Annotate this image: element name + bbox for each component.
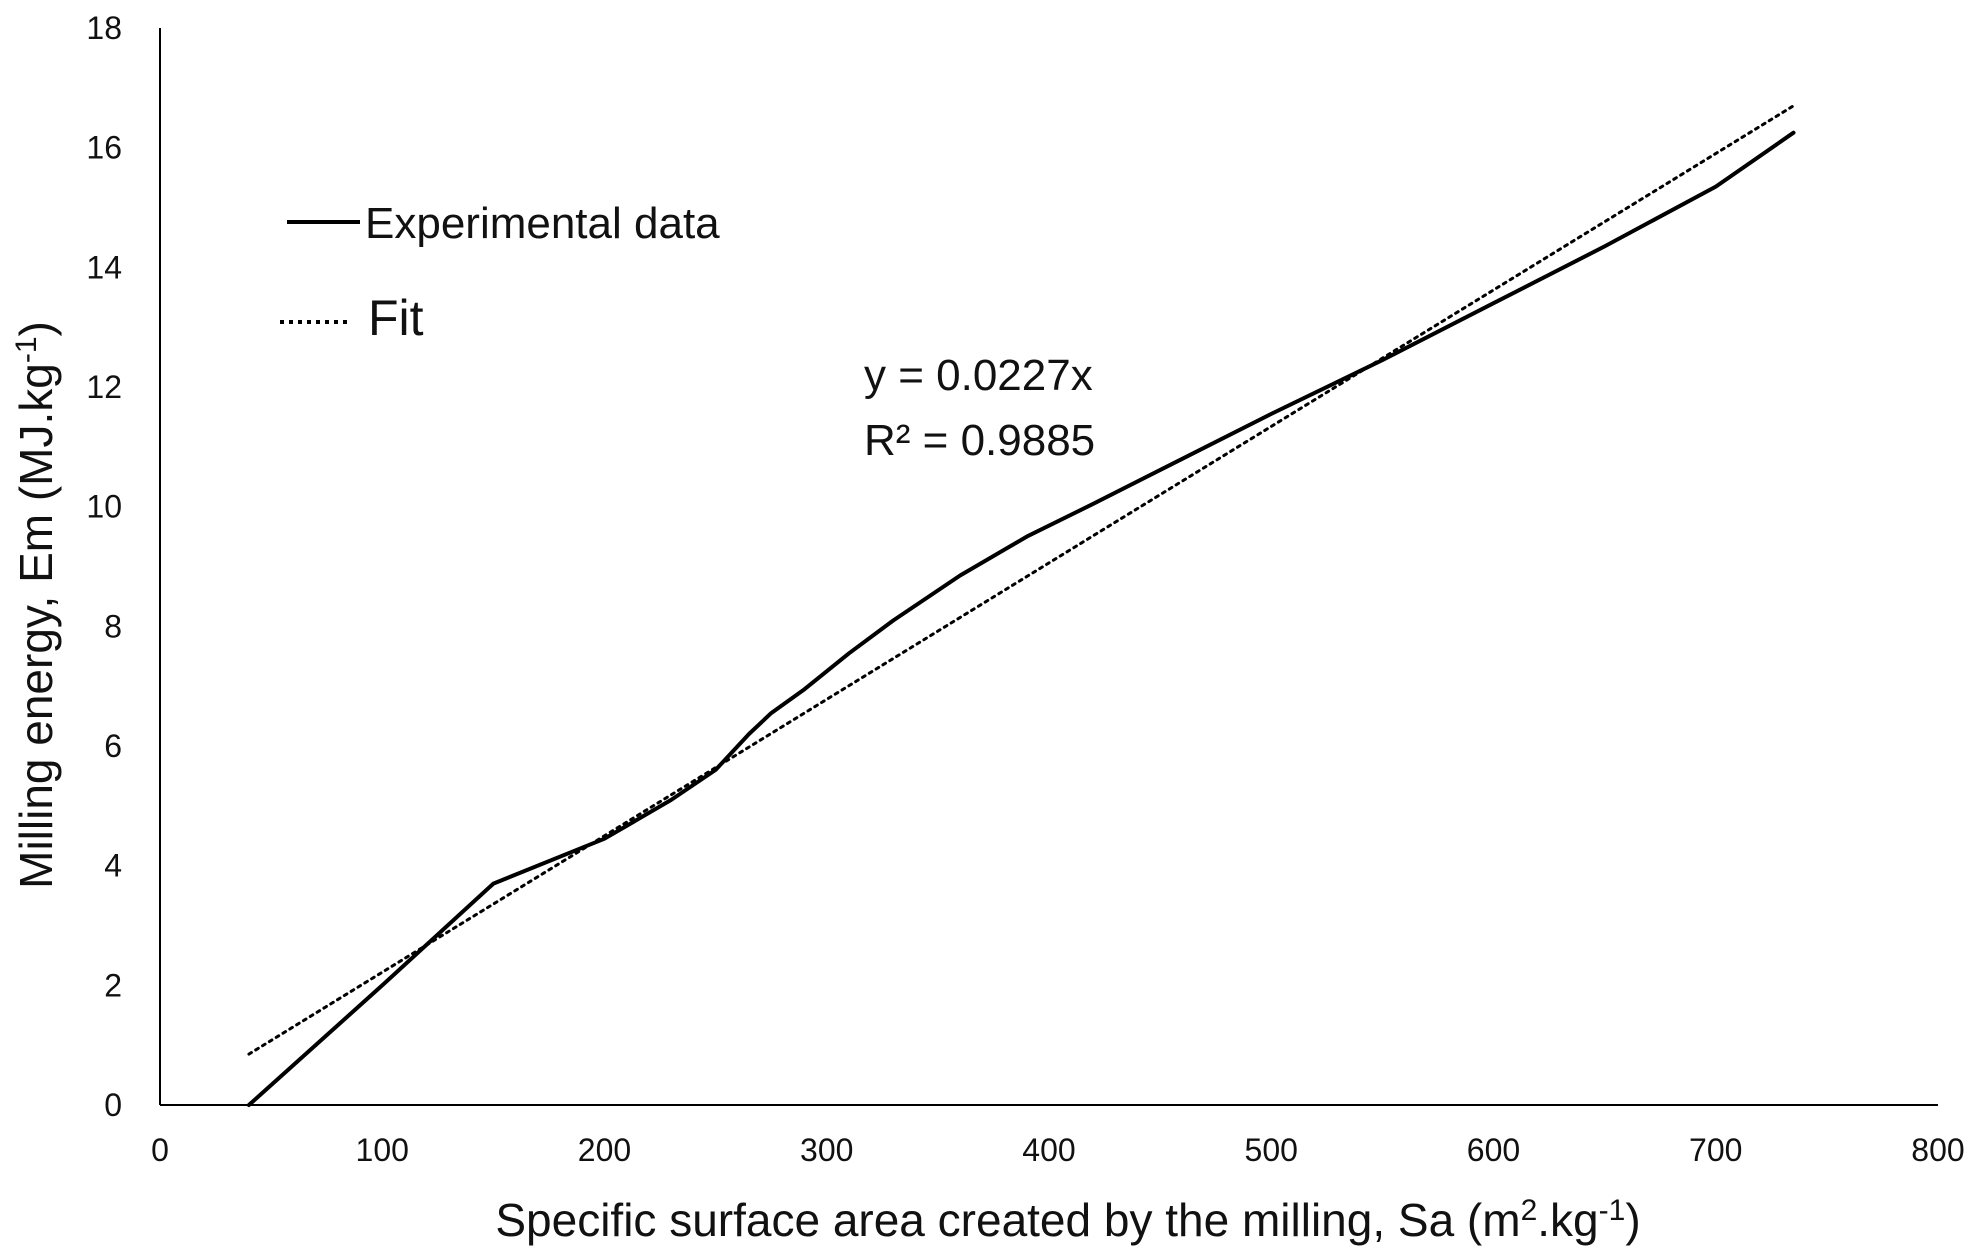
x-axis-title: Specific surface area created by the mil… xyxy=(495,1194,1640,1246)
fit-equation-label: y = 0.0227x xyxy=(864,351,1093,400)
y-tick-label: 2 xyxy=(104,967,122,1003)
fit-r2-label: R² = 0.9885 xyxy=(864,416,1095,465)
legend: Experimental data Fit xyxy=(280,199,720,346)
axes xyxy=(159,28,1938,1106)
series-layer xyxy=(246,104,1796,1107)
x-tick-label: 0 xyxy=(151,1132,169,1168)
y-axis-title: Milling energy, Em (MJ.kg-1) xyxy=(10,321,62,889)
y-tick-label: 12 xyxy=(86,369,122,405)
y-tick-label: 4 xyxy=(104,848,122,884)
x-tick-label: 500 xyxy=(1245,1132,1298,1168)
x-tick-label: 100 xyxy=(356,1132,409,1168)
y-tick-label: 8 xyxy=(104,608,122,644)
y-tick-label: 16 xyxy=(86,130,122,166)
x-tick-label: 300 xyxy=(800,1132,853,1168)
x-tick-label: 600 xyxy=(1467,1132,1520,1168)
legend-label-fit: Fit xyxy=(368,290,424,346)
y-tick-label: 0 xyxy=(104,1087,122,1123)
y-tick-labels: 0 2 4 6 8 10 12 14 16 18 xyxy=(86,10,122,1123)
y-tick-label: 18 xyxy=(86,10,122,46)
series-line-fit xyxy=(247,104,1795,1056)
x-tick-label: 800 xyxy=(1911,1132,1964,1168)
series-line-experimental xyxy=(246,130,1796,1107)
y-tick-label: 6 xyxy=(104,728,122,764)
y-tick-label: 14 xyxy=(86,249,122,285)
y-tick-label: 10 xyxy=(86,489,122,525)
x-tick-label: 400 xyxy=(1022,1132,1075,1168)
legend-label-experimental: Experimental data xyxy=(365,199,720,248)
x-tick-label: 200 xyxy=(578,1132,631,1168)
x-tick-label: 700 xyxy=(1689,1132,1742,1168)
x-tick-labels: 0 100 200 300 400 500 600 700 800 xyxy=(151,1132,1965,1168)
